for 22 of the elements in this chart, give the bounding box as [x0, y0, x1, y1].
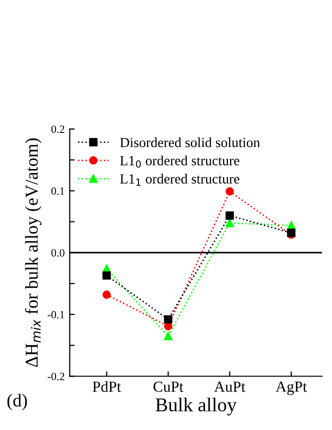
y-tick-label: -0.2 [48, 372, 64, 380]
y-tick-label: 0.0 [51, 249, 64, 257]
x-tick-label: PdPt [92, 381, 121, 392]
x-tick-label: AgPt [276, 382, 307, 395]
y-tick-label: -0.1 [48, 310, 64, 318]
x-axis-title: Bulk alloy [156, 398, 237, 416]
point [226, 218, 234, 228]
y-axis-title: ΔH$_{mix}$ for bulk alloy (eV/atom) [24, 138, 42, 368]
point [226, 187, 234, 196]
point [102, 290, 111, 299]
x-tick-label: CuPt [154, 382, 184, 392]
y-tick-label: 0.2 [51, 125, 64, 134]
legend-label: L1$_{1}$ ordered structure [120, 174, 240, 186]
point [102, 271, 111, 280]
point [164, 315, 172, 324]
point [226, 211, 234, 220]
legend-label: Disordered solid solution [120, 137, 260, 148]
x-tick-label: AuPt [214, 382, 246, 392]
legend-label: L1$_{0}$ ordered structure [120, 156, 240, 168]
text: (d) [7, 394, 27, 410]
y-tick-label: 0.1 [51, 187, 64, 195]
point [164, 332, 172, 340]
